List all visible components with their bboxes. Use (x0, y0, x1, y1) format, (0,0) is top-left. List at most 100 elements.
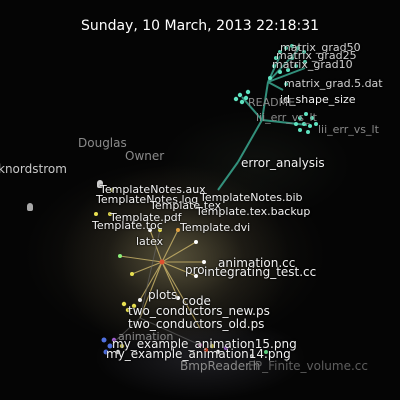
file-node[interactable] (298, 116, 302, 120)
directory-label-latex[interactable]: latex (136, 235, 164, 248)
file-node[interactable] (290, 56, 294, 60)
file-node[interactable] (108, 212, 112, 216)
file-label: pro (185, 263, 205, 277)
file-node[interactable] (118, 254, 122, 258)
file-node[interactable] (202, 260, 206, 264)
file-node[interactable] (237, 92, 243, 98)
directory-label-code[interactable]: code (182, 294, 211, 308)
file-node[interactable] (284, 82, 288, 86)
file-node[interactable] (209, 343, 215, 349)
file-node[interactable] (158, 228, 162, 232)
node-layer (94, 44, 318, 358)
file-node[interactable] (148, 228, 152, 232)
file-node[interactable] (274, 56, 278, 60)
directory-label-error-analysis[interactable]: error_analysis (241, 156, 325, 170)
directory-label-animation[interactable]: animation (118, 330, 174, 343)
file-label: my_example_animation15.png (112, 337, 297, 351)
file-node[interactable] (215, 349, 221, 355)
file-node[interactable] (302, 122, 306, 126)
file-node[interactable] (310, 116, 314, 120)
directory-node[interactable] (159, 259, 165, 265)
file-label: two_conductors_old.ps (128, 317, 265, 331)
file-label: id_shape_size (280, 93, 356, 106)
file-label: Template.tex (150, 199, 222, 212)
file-node[interactable] (314, 122, 318, 126)
file-node[interactable] (264, 350, 268, 354)
file-node[interactable] (306, 130, 310, 134)
file-node[interactable] (272, 64, 276, 68)
edge (161, 229, 179, 263)
file-node[interactable] (296, 46, 300, 50)
file-node[interactable] (119, 343, 125, 349)
file-node[interactable] (194, 240, 198, 244)
file-node[interactable] (176, 228, 180, 232)
file-node[interactable] (308, 124, 312, 128)
file-label: my_example_animation14.png (106, 347, 291, 361)
file-label: animation.cc (218, 256, 296, 270)
file-label: Template.pdf (110, 211, 182, 224)
file-node[interactable] (101, 337, 107, 343)
edge (161, 261, 201, 329)
edge (131, 261, 163, 275)
file-node[interactable] (94, 212, 98, 216)
file-node[interactable] (138, 298, 142, 302)
file-node[interactable] (107, 343, 113, 349)
file-label: integrating_test.cc (204, 265, 317, 279)
edge (119, 255, 163, 263)
edge (161, 241, 197, 263)
file-node[interactable] (194, 274, 198, 278)
file-node[interactable] (121, 301, 127, 307)
file-node[interactable] (298, 128, 302, 132)
file-node[interactable] (294, 122, 298, 126)
edge (111, 317, 141, 345)
file-node[interactable] (290, 44, 294, 48)
file-node[interactable] (115, 349, 121, 355)
file-label: lii_err_vs_lt (256, 111, 317, 124)
file-node[interactable] (110, 188, 114, 192)
file-label: README (248, 96, 296, 109)
file-node[interactable] (243, 95, 249, 101)
file-node[interactable] (125, 307, 131, 313)
file-node[interactable] (197, 342, 203, 348)
file-node[interactable] (223, 345, 229, 351)
file-node[interactable] (278, 70, 282, 74)
edge (261, 119, 308, 126)
edge (139, 261, 163, 301)
file-node[interactable] (131, 303, 137, 309)
file-node[interactable] (286, 68, 290, 72)
user-avatar (97, 180, 103, 188)
file-node[interactable] (233, 96, 239, 102)
timestamp: Sunday, 10 March, 2013 22:18:31 (80, 18, 320, 34)
directory-label-plots[interactable]: plots (148, 288, 178, 302)
edge (161, 261, 179, 299)
file-node[interactable] (294, 64, 298, 68)
file-label: FP_Finite_volume.cc (248, 359, 368, 373)
file-node[interactable] (111, 337, 117, 343)
file-label: two_conductors_new.ps (128, 304, 270, 318)
file-node[interactable] (250, 354, 254, 358)
file-node[interactable] (284, 46, 288, 50)
file-label: TemplateNotes.aux (100, 183, 206, 196)
file-node[interactable] (304, 112, 308, 116)
file-label: matrix_grad10 (272, 58, 353, 71)
file-node[interactable] (239, 99, 245, 105)
user-name-douglas: Douglas (78, 136, 127, 150)
edge (261, 81, 269, 121)
star-nodes (118, 254, 206, 302)
file-node[interactable] (278, 50, 282, 54)
file-node[interactable] (103, 349, 109, 355)
file-node[interactable] (130, 272, 134, 276)
file-label: lii_err_vs_lt (318, 123, 379, 136)
file-node[interactable] (303, 60, 307, 64)
file-node[interactable] (268, 76, 272, 80)
file-node[interactable] (176, 296, 180, 300)
file-node[interactable] (302, 50, 306, 54)
edge (139, 229, 161, 319)
file-label: Template.toc (92, 219, 163, 232)
file-node[interactable] (245, 89, 251, 95)
edge (267, 67, 306, 83)
file-node[interactable] (203, 347, 209, 353)
file-label: Template.tex.backup (196, 205, 311, 218)
